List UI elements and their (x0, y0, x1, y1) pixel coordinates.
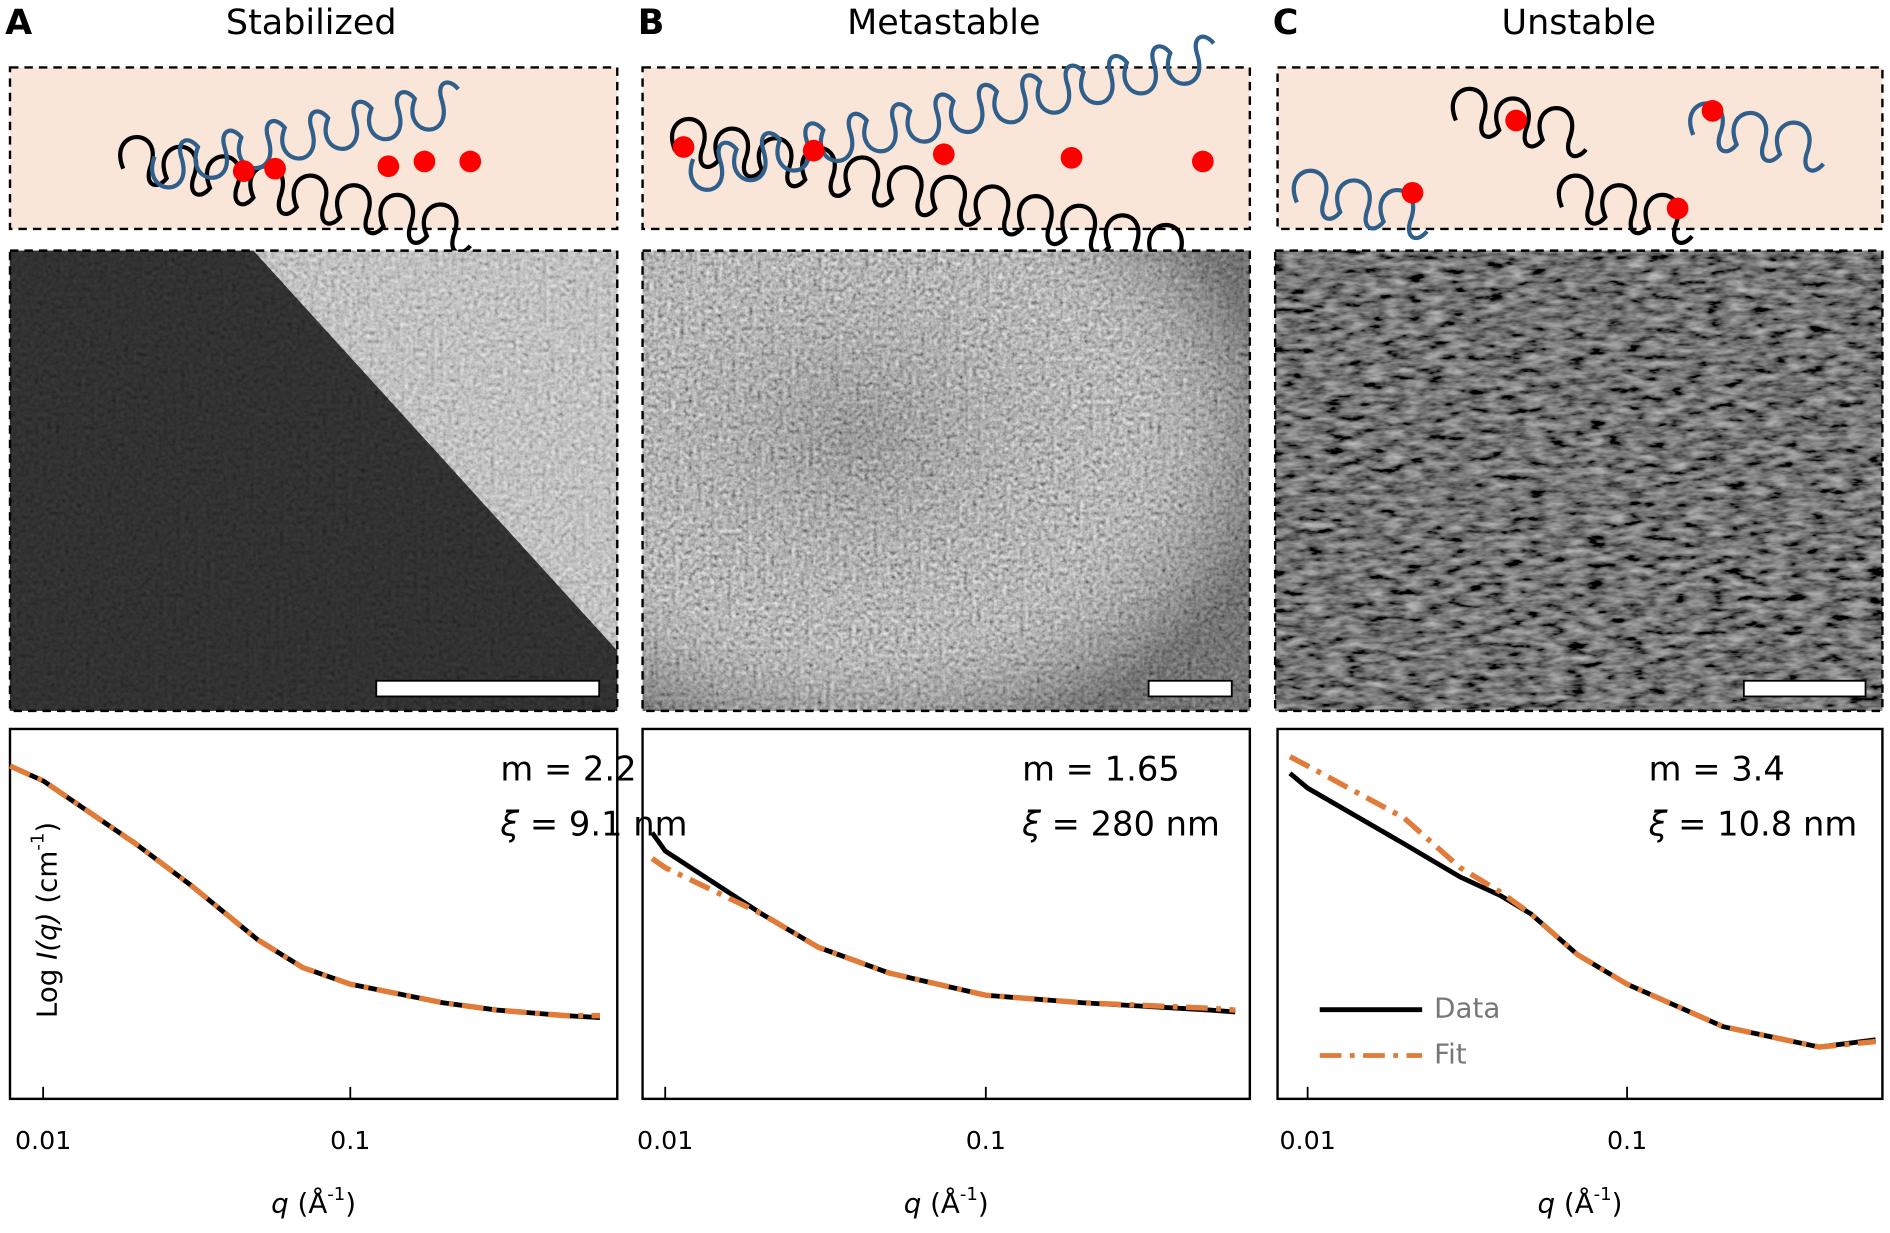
label-part: ) (345, 1187, 356, 1220)
series-line (1288, 754, 1876, 1050)
label-part: -1 (1594, 1183, 1612, 1204)
label-part: = 280 nm (1041, 804, 1220, 843)
x-tick-label: 0.01 (637, 1126, 693, 1155)
x-tick-label: 0.01 (15, 1126, 71, 1155)
label-part: ) (978, 1187, 989, 1220)
end-group (1701, 100, 1724, 122)
label-part: ξ (1021, 804, 1041, 843)
x-axis-label: q (Å-1) (1537, 1183, 1622, 1220)
micrograph-a (8, 249, 619, 713)
end-group (802, 139, 825, 162)
x-tick-label: 0.1 (1607, 1126, 1647, 1155)
x-tick-label: 0.1 (966, 1126, 1006, 1155)
label-part: q (271, 1187, 289, 1220)
label-part: q (1537, 1187, 1555, 1220)
annotation-m: m = 1.65 (1022, 750, 1180, 789)
panel-title: Unstable (1502, 3, 1656, 43)
label-part: -1 (960, 1183, 978, 1204)
micrograph-c (1273, 249, 1884, 713)
schematics (118, 34, 1826, 276)
panel-title: Metastable (847, 3, 1040, 43)
label-part: (Å (921, 1186, 960, 1220)
label-part: I(q) (31, 912, 64, 959)
label-part: q (904, 1187, 922, 1220)
polymer-chain (1291, 168, 1429, 241)
series-line (8, 763, 600, 1019)
end-group (1666, 197, 1689, 220)
annotation-m: m = 3.4 (1649, 750, 1785, 789)
label-part: (cm (31, 851, 64, 913)
legend-label: Fit (1434, 1037, 1467, 1070)
panel-letter: C (1273, 3, 1299, 43)
end-group (377, 155, 400, 178)
plot-frame (8, 727, 619, 1101)
label-part: = 10.8 nm (1667, 804, 1857, 843)
label-part: = 9.1 nm (519, 804, 687, 843)
end-group (672, 136, 695, 158)
schematic-box (1276, 66, 1884, 231)
end-group (932, 143, 955, 166)
end-group (1401, 181, 1424, 204)
x-axis-label: q (Å-1) (271, 1183, 356, 1220)
micrograph-b (641, 249, 1252, 713)
polymer-chain (118, 135, 472, 255)
end-group (232, 160, 255, 182)
end-group (459, 150, 482, 173)
label-part: (Å (1555, 1186, 1594, 1220)
series-line (650, 856, 1236, 1013)
polymer-chain (670, 116, 1198, 276)
end-group (1060, 146, 1083, 169)
label-part: -1 (27, 833, 48, 851)
end-group (413, 150, 436, 173)
legend-label: Data (1434, 992, 1500, 1025)
plot-frame (641, 727, 1252, 1101)
label-part: ξ (1648, 804, 1668, 843)
annotation-xi: ξ = 10.8 nm (1648, 804, 1858, 843)
end-group (264, 157, 286, 180)
annotation-m: m = 2.2 (500, 750, 636, 789)
plot-frame (1276, 727, 1884, 1101)
end-group (1192, 150, 1214, 173)
end-group (1505, 109, 1527, 132)
y-axis-label: Log I(q) (cm-1) (27, 822, 64, 1018)
annotation-xi: ξ = 280 nm (1021, 804, 1220, 843)
panel-letter: A (5, 3, 32, 43)
x-tick-label: 0.1 (330, 1126, 370, 1155)
panel-letter: B (638, 3, 665, 43)
x-axis-label: q (Å-1) (904, 1183, 989, 1220)
label-part: Log (31, 960, 64, 1018)
label-part: (Å (289, 1186, 328, 1220)
annotation-xi: ξ = 9.1 nm (499, 804, 687, 843)
series-line (1288, 771, 1876, 1050)
label-part: -1 (327, 1183, 345, 1204)
x-tick-label: 0.01 (1279, 1126, 1335, 1155)
label-part: ) (1612, 1187, 1623, 1220)
polymer-chain (1688, 101, 1826, 173)
polymer-chain (1450, 86, 1588, 159)
polymer-chain (150, 80, 460, 190)
polymer-chain (688, 34, 1216, 192)
label-part: ) (31, 822, 64, 833)
label-part: ξ (499, 804, 519, 843)
panel-title: Stabilized (226, 3, 397, 43)
